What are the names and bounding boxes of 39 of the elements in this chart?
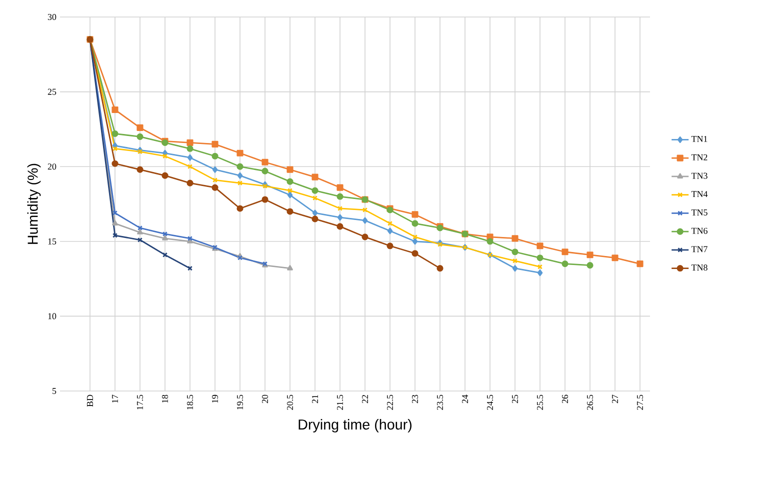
legend-label: TN2 [691, 154, 708, 160]
y-tick-label: 25 [48, 88, 56, 95]
x-tick-label: 27 [612, 394, 618, 404]
x-tick-label: 19 [212, 394, 218, 403]
x-tick-label: BD [87, 394, 93, 407]
x-tick-label: 17.5 [136, 394, 144, 410]
y-axis-title: Humidity (%) [27, 164, 41, 244]
x-tick-label: 21.5 [336, 394, 344, 410]
x-tick-label: 23 [412, 394, 418, 404]
x-tick-label: 18 [162, 394, 168, 403]
legend-label: TN5 [691, 210, 708, 216]
x-tick-label: 21 [312, 395, 318, 404]
x-tick-label: 24.5 [486, 394, 494, 410]
y-tick-label: 5 [52, 388, 56, 394]
x-tick-label: 19.5 [236, 394, 244, 410]
x-tick-label: 23.5 [436, 394, 444, 410]
legend-label: TN8 [691, 264, 708, 271]
x-tick-label: 26.5 [586, 394, 594, 410]
x-tick-label: 24 [462, 394, 468, 404]
x-tick-label: 25 [512, 394, 518, 404]
legend-label: TN4 [691, 191, 708, 198]
legend-label: TN3 [691, 172, 708, 179]
y-tick-label: 30 [48, 14, 56, 20]
y-tick-label: 10 [48, 313, 56, 320]
y-tick-label: 20 [48, 164, 56, 170]
x-tick-label: 22.5 [386, 394, 394, 410]
legend-label: TN1 [691, 136, 708, 142]
x-tick-label: 17 [112, 394, 118, 403]
y-tick-label: 15 [48, 238, 56, 244]
x-tick-label: 25.5 [536, 394, 544, 410]
x-tick-label: 26 [562, 394, 568, 404]
legend-label: TN6 [691, 228, 708, 234]
x-tick-label: 27.5 [636, 394, 644, 410]
legend-label: TN7 [691, 246, 708, 252]
x-tick-label: 18.5 [186, 394, 194, 410]
x-tick-label: 20.5 [286, 394, 294, 410]
x-tick-label: 22 [362, 395, 368, 404]
x-tick-label: 20 [262, 394, 268, 404]
x-axis-title: Drying time (hour) [298, 419, 412, 432]
